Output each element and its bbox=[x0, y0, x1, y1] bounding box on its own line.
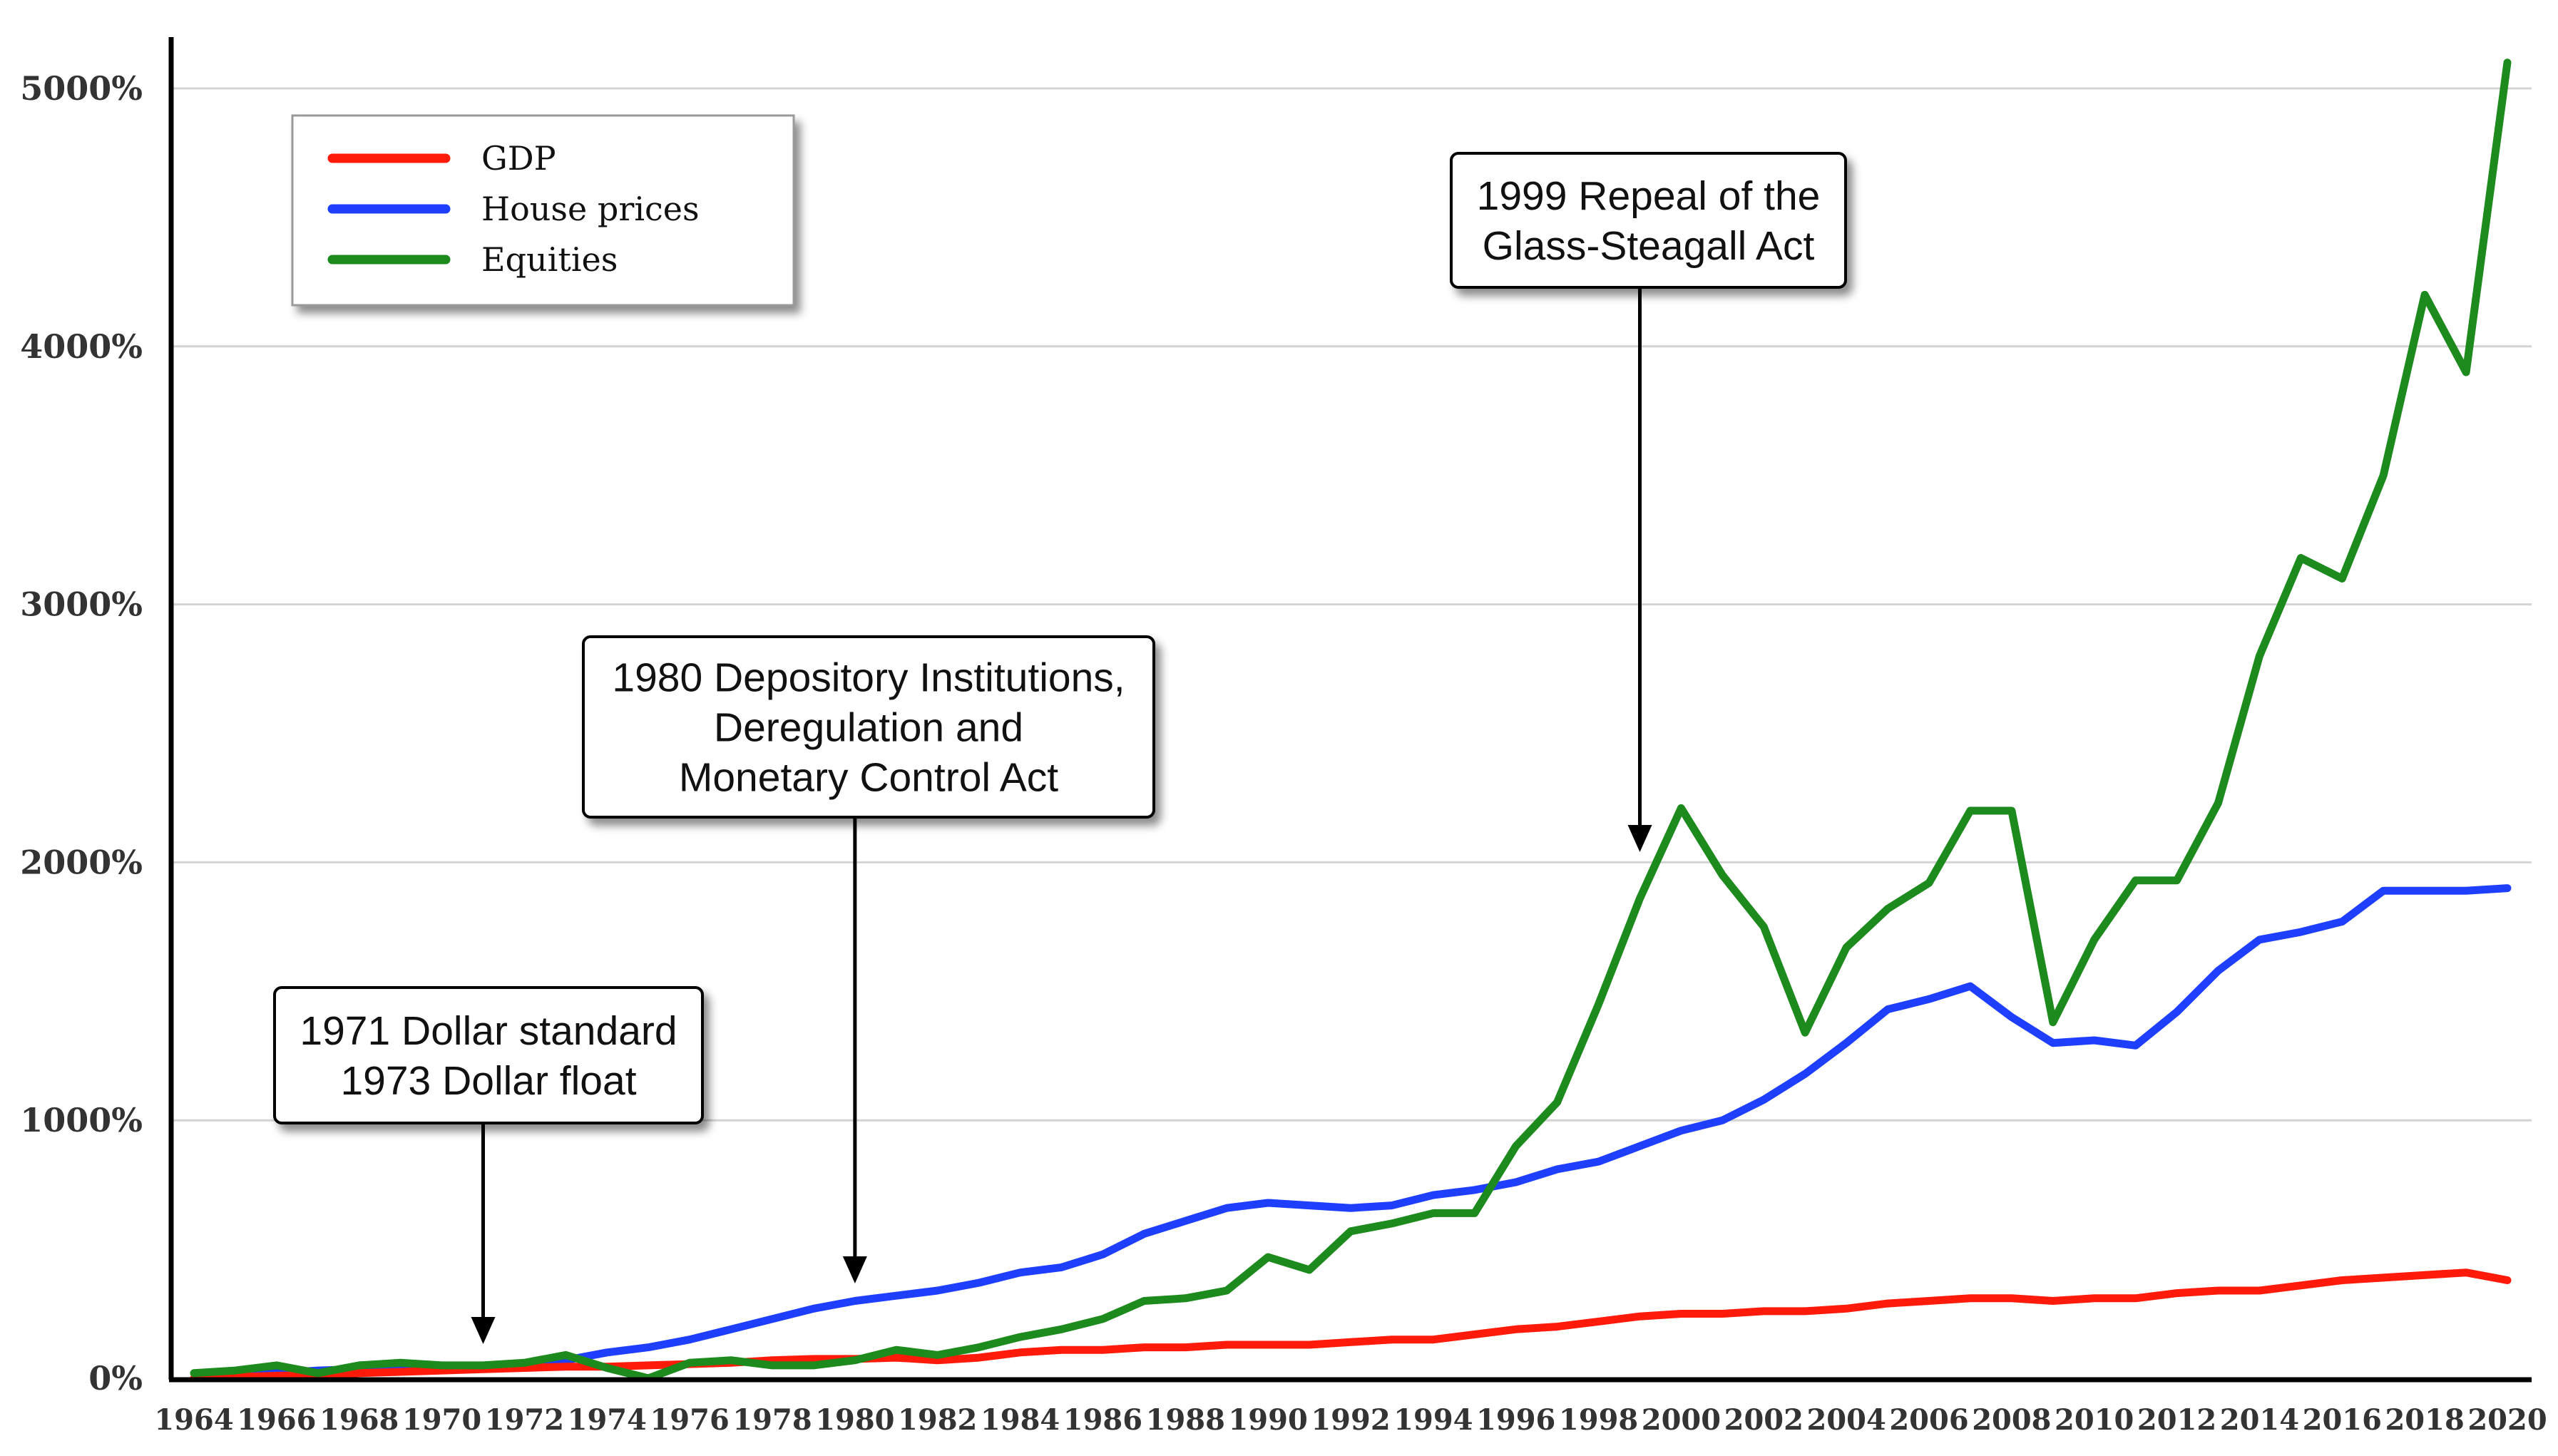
annotation-box bbox=[582, 635, 1155, 819]
y-tick-label: 3000% bbox=[20, 585, 143, 624]
x-tick-label: 1964 bbox=[154, 1403, 233, 1437]
x-tick-label: 2016 bbox=[2303, 1403, 2382, 1437]
y-tick-label: 0% bbox=[88, 1359, 143, 1398]
series-line-house-prices bbox=[190, 884, 2512, 1383]
x-tick-label: 2002 bbox=[1724, 1403, 1804, 1437]
legend-box bbox=[291, 114, 795, 307]
axes bbox=[168, 37, 2532, 1383]
annotation-text: Deregulation and bbox=[714, 705, 1023, 751]
annotation-text: Monetary Control Act bbox=[679, 755, 1058, 801]
annotation-text: Glass-Steagall Act bbox=[1483, 223, 1815, 269]
series-line-gdp bbox=[190, 1268, 2512, 1383]
x-tick-label: 1976 bbox=[650, 1403, 729, 1437]
y-tick-label: 2000% bbox=[20, 843, 143, 881]
annotation-box bbox=[1450, 152, 1847, 289]
x-tick-label: 1990 bbox=[1228, 1403, 1307, 1437]
x-tick-label: 1992 bbox=[1311, 1403, 1390, 1437]
legend: GDP House prices Equities bbox=[291, 114, 795, 307]
x-tick-label: 2010 bbox=[2055, 1403, 2134, 1437]
annotation-box bbox=[273, 986, 704, 1124]
x-tick-label: 1974 bbox=[568, 1403, 647, 1437]
x-tick-label: 1978 bbox=[732, 1403, 812, 1437]
legend-label: GDP bbox=[481, 139, 556, 178]
x-tick-label: 1966 bbox=[237, 1403, 316, 1437]
x-tick-label: 2000 bbox=[1642, 1403, 1721, 1437]
annotation-arrowhead bbox=[471, 1317, 496, 1344]
annotation-arrowhead bbox=[842, 1256, 867, 1283]
legend-label: Equities bbox=[481, 240, 618, 279]
annotation-arrowhead bbox=[1627, 825, 1652, 852]
annotation-callout: 1980 Depository Institutions,Deregulatio… bbox=[582, 635, 1155, 1283]
x-tick-label: 1986 bbox=[1063, 1403, 1142, 1437]
y-tick-label: 1000% bbox=[20, 1101, 143, 1139]
x-tick-label: 1996 bbox=[1476, 1403, 1555, 1437]
x-tick-label: 2004 bbox=[1806, 1403, 1886, 1437]
x-tick-label: 1980 bbox=[815, 1403, 894, 1437]
x-tick-label: 1994 bbox=[1393, 1403, 1473, 1437]
annotation-text: 1980 Depository Institutions, bbox=[612, 655, 1125, 701]
annotation-text: 1971 Dollar standard bbox=[300, 1008, 677, 1054]
x-tick-label: 1984 bbox=[981, 1403, 1060, 1437]
x-tick-label: 1988 bbox=[1146, 1403, 1225, 1437]
x-tick-label: 2018 bbox=[2385, 1403, 2464, 1437]
x-tick-label: 1972 bbox=[485, 1403, 564, 1437]
x-tick-label: 2014 bbox=[2220, 1403, 2299, 1437]
y-tick-label: 5000% bbox=[20, 69, 143, 108]
series-lines bbox=[190, 58, 2512, 1383]
x-tick-label: 2008 bbox=[1972, 1403, 2051, 1437]
y-tick-label: 4000% bbox=[20, 327, 143, 366]
gridlines bbox=[171, 87, 2532, 1122]
legend-label: House prices bbox=[481, 190, 700, 228]
x-tick-labels: 1964 1966 1968 1970 1972 1974 1976 1978 1980 1982… bbox=[154, 1403, 2547, 1437]
x-tick-label: 1970 bbox=[402, 1403, 481, 1437]
x-tick-label: 2006 bbox=[1889, 1403, 1968, 1437]
series-line-equities bbox=[190, 58, 2512, 1383]
y-tick-labels: 0% 1000% 2000% 3000% 4000% 5000% bbox=[20, 69, 143, 1398]
x-tick-label: 1998 bbox=[1559, 1403, 1638, 1437]
x-tick-label: 2012 bbox=[2137, 1403, 2216, 1437]
x-tick-label: 1968 bbox=[319, 1403, 399, 1437]
x-tick-label: 1982 bbox=[898, 1403, 977, 1437]
x-tick-label: 2020 bbox=[2467, 1403, 2547, 1437]
annotation-text: 1973 Dollar float bbox=[340, 1058, 636, 1104]
annotation-text: 1999 Repeal of the bbox=[1477, 173, 1821, 219]
